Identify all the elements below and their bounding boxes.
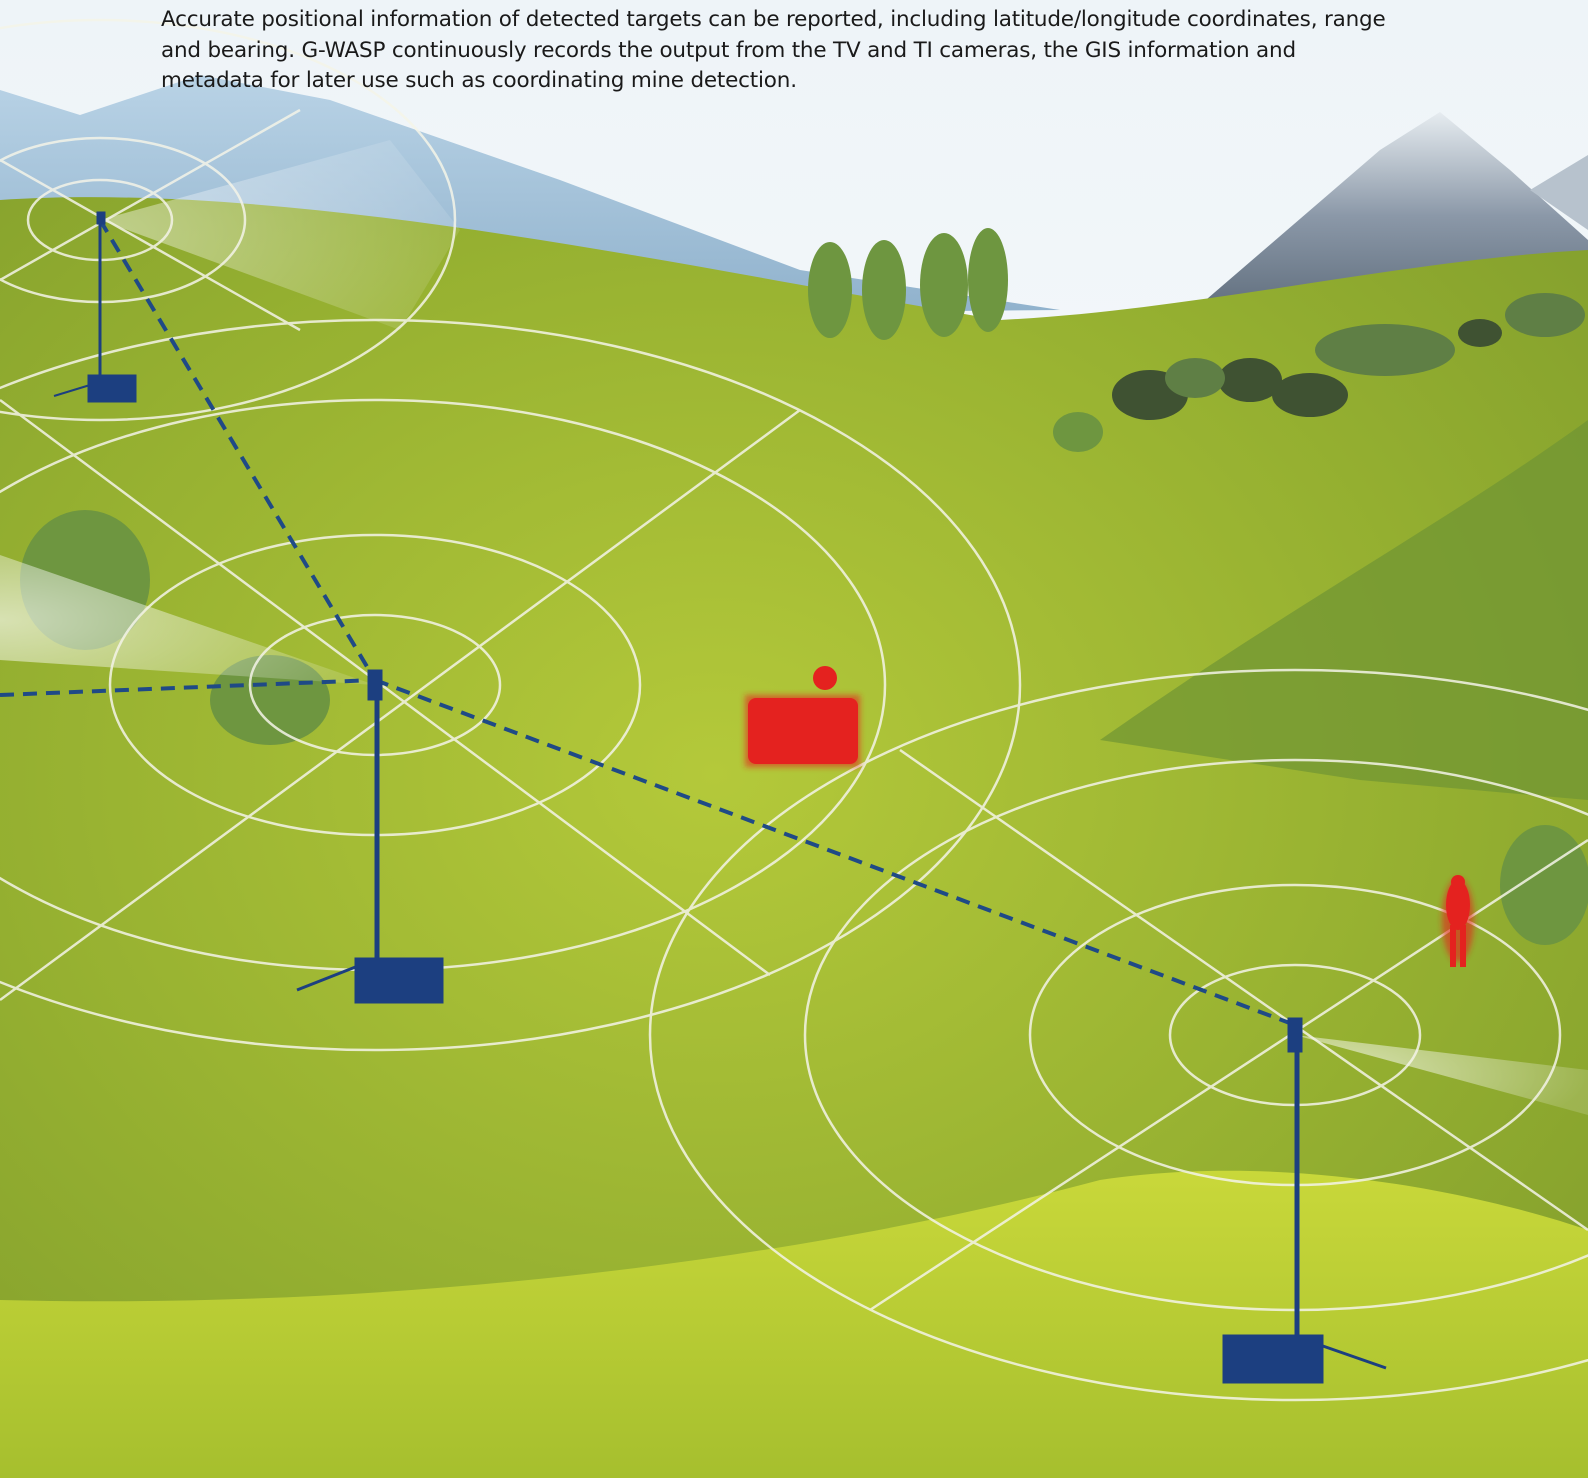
caption-line: and bearing. G-WASP continuously records… — [161, 36, 1385, 67]
caption-line: Accurate positional information of detec… — [161, 5, 1385, 36]
caption: Accurate positional information of detec… — [161, 5, 1385, 97]
page: Accurate positional information of detec… — [0, 0, 1588, 1478]
illustration — [0, 0, 1588, 1478]
caption-line: metadata for later use such as coordinat… — [161, 66, 1385, 97]
